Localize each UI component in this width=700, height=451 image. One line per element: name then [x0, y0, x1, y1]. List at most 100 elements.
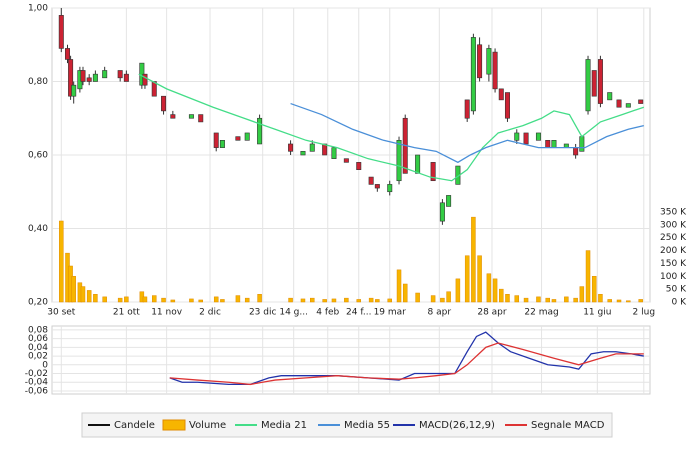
candle-body: [213, 132, 219, 148]
y2-tick-label: 0 K: [672, 298, 688, 308]
candle-body: [545, 140, 551, 148]
legend-label: MACD(26,12,9): [419, 420, 495, 431]
y-tick-label: 0,04: [28, 343, 48, 353]
volume-bar: [59, 220, 64, 303]
volume-bar: [415, 292, 420, 303]
candle-body: [387, 184, 393, 193]
line: [138, 73, 645, 182]
candle-body: [607, 92, 613, 101]
candle-body: [368, 176, 374, 185]
x-tick-label: 23 dic: [249, 308, 277, 318]
y-tick-label: 0,40: [28, 224, 48, 234]
volume-bar: [322, 299, 327, 303]
x-tick-label: 2 lug: [633, 308, 656, 318]
candle-body: [58, 15, 64, 49]
volume-bar: [579, 286, 585, 303]
line: [169, 331, 644, 386]
volume-bar: [455, 278, 461, 303]
volume-bar: [117, 297, 123, 303]
x-tick-label: 24 f...: [346, 308, 371, 318]
x-tick-label: 8 apr: [428, 308, 452, 318]
volume-bar: [387, 298, 392, 303]
candle-body: [257, 117, 263, 145]
volume-bar: [514, 295, 520, 303]
volume-bar: [545, 297, 551, 303]
volume-bar: [300, 298, 306, 303]
y2-tick-label: 350 K: [660, 208, 687, 218]
candle-body: [504, 92, 510, 119]
volume-bar: [213, 296, 219, 303]
legend-label: Media 55: [344, 420, 390, 431]
legend-label: Candele: [114, 420, 155, 431]
line: [290, 102, 644, 164]
volume-bar: [356, 299, 361, 303]
volume-bar: [402, 283, 408, 303]
candle-body: [300, 151, 306, 156]
volume-bar: [244, 297, 250, 303]
candle-body: [470, 37, 476, 112]
y-tick-label: 0,06: [28, 334, 48, 344]
candle-body: [102, 70, 108, 79]
volume-bar: [288, 297, 293, 303]
candle-body: [535, 132, 541, 141]
candle-body: [151, 81, 157, 97]
candle-body: [188, 114, 194, 119]
volume-bar: [607, 299, 612, 303]
x-tick-label: 19 mar: [374, 308, 407, 318]
volume-bar: [551, 299, 557, 303]
candle-body: [322, 143, 328, 156]
volume-bar: [626, 300, 631, 303]
candle-body: [477, 44, 483, 79]
candle-body: [117, 70, 123, 79]
candle-body: [374, 184, 380, 189]
candle-body: [498, 88, 504, 101]
y-tick-label: -0,02: [25, 369, 48, 379]
candle-body: [591, 70, 597, 97]
volume-bar: [93, 294, 98, 303]
volume-bar: [124, 296, 129, 303]
volume-bar: [396, 269, 402, 303]
x-tick-label: 28 apr: [477, 308, 507, 318]
volume-bar: [161, 297, 166, 303]
volume-bar: [170, 299, 176, 303]
volume-bar: [142, 296, 148, 303]
candle-body: [343, 158, 349, 163]
candle-body: [551, 140, 557, 148]
volume-bar: [189, 298, 194, 303]
candle-body: [235, 136, 241, 141]
y-tick-label: 0,02: [28, 352, 48, 362]
candle-body: [198, 114, 204, 123]
volume-bar: [638, 299, 643, 303]
volume-bar: [446, 291, 451, 303]
candle-body: [92, 73, 98, 82]
candle-body: [514, 132, 520, 141]
candle-body: [585, 59, 591, 112]
volume-bar: [440, 297, 445, 303]
volume-bar: [471, 216, 476, 303]
x-tick-label: 11 giu: [583, 308, 611, 318]
volume-bar: [564, 296, 569, 303]
x-tick-label: 4 feb: [316, 308, 339, 318]
volume-bar: [477, 255, 482, 303]
volume-bar: [591, 276, 597, 303]
candle-body: [638, 99, 644, 104]
candle-body: [464, 99, 470, 119]
volume-bar: [430, 295, 436, 303]
candle-body: [492, 51, 498, 90]
volume-bar: [492, 278, 498, 303]
volume-bar: [368, 297, 374, 303]
candle-body: [123, 73, 129, 82]
volume-bar: [499, 288, 504, 303]
candle-body: [331, 147, 337, 159]
y-tick-label: 0,60: [28, 151, 48, 161]
candle-body: [396, 140, 402, 182]
candle-body: [80, 70, 86, 82]
volume-bar: [344, 297, 349, 303]
candle-body: [573, 147, 579, 156]
candle-body: [68, 59, 74, 97]
volume-bar: [151, 295, 157, 303]
x-tick-label: 2 dic: [199, 308, 221, 318]
legend-swatch: [162, 419, 186, 431]
x-tick-label: 30 set: [47, 308, 76, 318]
